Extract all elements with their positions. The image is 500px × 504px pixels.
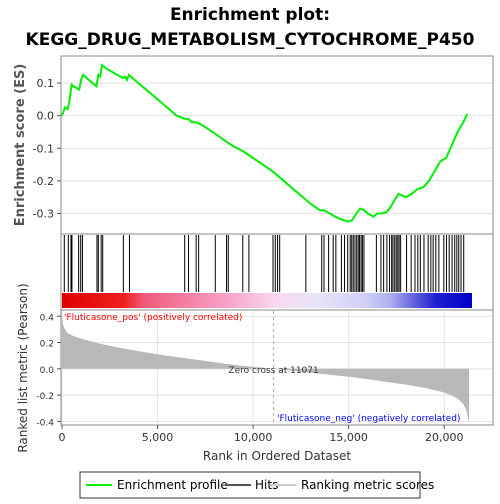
es-y-ticks: 0.1 0.0 -0.1 -0.2 -0.3: [33, 77, 61, 220]
es-y-axis-label: Enrichment score (ES): [13, 64, 28, 227]
es-y-tick-label: -0.3: [33, 207, 54, 220]
rank-color-bar: [62, 293, 472, 308]
es-y-tick-label: 0.0: [37, 110, 55, 123]
chart-title: Enrichment plot:: [170, 5, 330, 25]
es-y-tick-label: -0.2: [33, 175, 54, 188]
x-tick-label: 0: [59, 431, 66, 444]
hits-panel: [60, 233, 494, 311]
metric-y-tick-label: 0.4: [40, 313, 55, 323]
metric-y-tick-label: 0.0: [40, 366, 55, 376]
x-tick-label: 5,000: [142, 431, 174, 444]
es-grid: [62, 82, 492, 214]
metric-y-tick-label: 0.2: [40, 340, 54, 350]
metric-y-tick-label: -0.4: [36, 418, 54, 428]
legend-label-ranking-metric: Ranking metric scores: [301, 478, 434, 492]
metric-area: [62, 314, 470, 423]
hit-lines: [63, 235, 465, 292]
es-y-tick-label: 0.1: [37, 77, 55, 90]
x-tick-label: 20,000: [425, 431, 464, 444]
x-tick-label: 10,000: [234, 431, 273, 444]
negative-correlation-label: 'Fluticasone_neg' (negatively correlated…: [277, 414, 460, 424]
zero-cross-label: Zero cross at 11071: [228, 366, 318, 376]
metric-y-tick-label: -0.2: [36, 392, 54, 402]
x-tick-label: 15,000: [329, 431, 368, 444]
legend-label-enrichment-profile: Enrichment profile: [117, 478, 228, 492]
metric-y-ticks: 0.4 0.2 0.0 -0.2 -0.4: [36, 313, 61, 428]
legend-label-hits: Hits: [255, 478, 278, 492]
metric-panel: Zero cross at 11071 'Fluticasone_pos' (p…: [16, 283, 494, 463]
es-y-tick-label: -0.1: [33, 142, 54, 155]
x-axis-label: Rank in Ordered Dataset: [203, 449, 351, 463]
es-panel: 0.1 0.0 -0.1 -0.2 -0.3 Enrichment score (ES): [13, 55, 494, 235]
metric-x-ticks: 0 5,000 10,000 15,000 20,000: [59, 425, 464, 444]
metric-y-axis-label: Ranked list metric (Pearson): [16, 283, 30, 452]
legend: Enrichment profile Hits Ranking metric s…: [79, 471, 434, 499]
es-line: [61, 63, 469, 223]
positive-correlation-label: 'Fluticasone_pos' (positively correlated…: [64, 313, 242, 323]
es-panel-frame: [60, 55, 494, 235]
chart-subtitle: KEGG_DRUG_METABOLISM_CYTOCHROME_P450: [26, 30, 475, 50]
